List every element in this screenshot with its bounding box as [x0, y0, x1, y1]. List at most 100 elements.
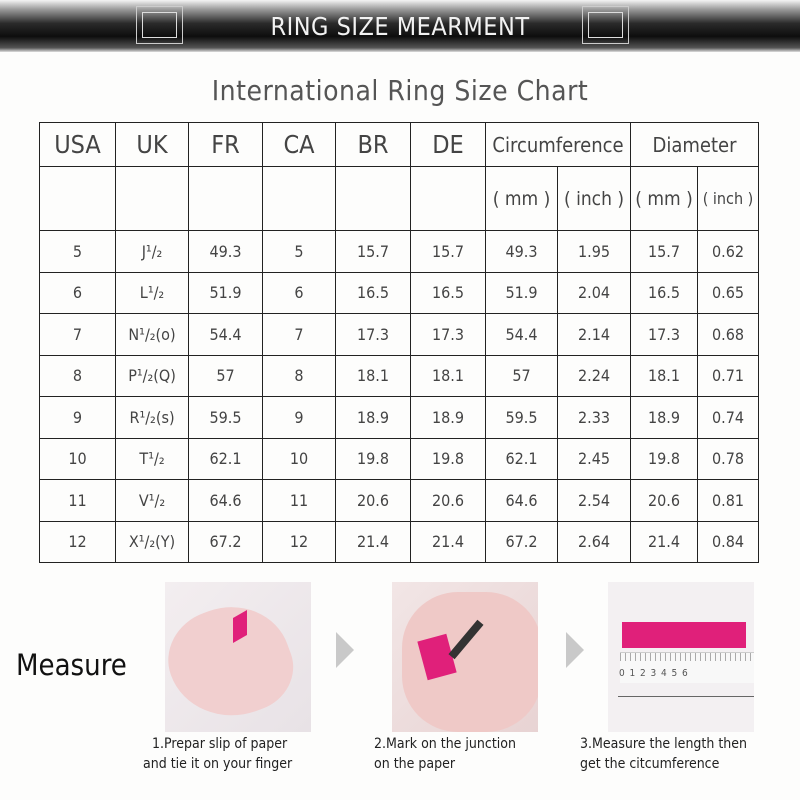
table-cell: 2.33	[557, 396, 631, 439]
table-cell: 21.4	[630, 520, 698, 563]
table-row: 5 J¹/₂ 49.3 5 15.7 15.7 49.3 1.95 15.7 0.62	[39, 230, 760, 273]
table-cell: 54.4	[485, 313, 558, 356]
table-cell: 18.1	[630, 354, 698, 397]
table-cell: 20.6	[335, 479, 411, 522]
table-cell: L¹/₂	[115, 271, 189, 314]
step-1-caption: 1.Prepar slip of paper and tie it on you…	[143, 736, 293, 772]
step-3-photo	[608, 582, 754, 732]
table-cell: 2.24	[557, 354, 631, 397]
header-usa: USA	[39, 122, 116, 167]
unit-circ-mm: ( mm )	[485, 166, 558, 231]
table-cell: 0.68	[696, 313, 760, 356]
table-cell: 7	[262, 313, 336, 356]
table-cell: 18.9	[630, 396, 698, 439]
ruler-tick-label: 5	[671, 668, 678, 679]
table-cell: 10	[262, 437, 336, 480]
table-cell: 6	[262, 271, 336, 314]
table-cell: 17.3	[630, 313, 698, 356]
header-circumference: Circumference	[485, 122, 631, 167]
header-diameter: Diameter	[629, 122, 760, 167]
paper-strip	[622, 622, 746, 648]
table-row: 11 V¹/₂ 64.6 11 20.6 20.6 64.6 2.54 20.6 0.81	[39, 479, 760, 522]
table-row: 10 T¹/₂ 62.1 10 19.8 19.8 62.1 2.45 19.8 0.78	[39, 437, 760, 480]
table-cell: 17.3	[335, 313, 411, 356]
header-row: USA UK FR CA BR DE Circumference Diamete…	[39, 122, 760, 167]
unit-dia-mm: ( mm )	[630, 166, 698, 231]
step-3-caption: 3.Measure the length then get the citcum…	[580, 736, 747, 772]
units-row: ( mm ) ( inch ) ( mm ) ( inch )	[39, 166, 760, 231]
table-cell: 11	[262, 479, 336, 522]
table-cell: R¹/₂(s)	[115, 396, 189, 439]
table-cell: 21.4	[335, 520, 411, 563]
table-cell: 18.9	[335, 396, 411, 439]
ruler-tick-label: 0	[619, 668, 625, 679]
step-2-caption: 2.Mark on the junction on the paper	[374, 736, 516, 772]
header-de: DE	[410, 122, 486, 167]
ruler-tick-label: 2	[640, 668, 646, 679]
table-cell: V¹/₂	[115, 479, 189, 522]
table-cell: 12	[262, 520, 336, 563]
table-cell: 5	[39, 230, 116, 273]
table-cell: 2.14	[557, 313, 631, 356]
measure-label: Measure	[16, 648, 127, 682]
chart-title: International Ring Size Chart	[211, 74, 589, 107]
table-cell: 6	[39, 271, 116, 314]
arrow-right-icon	[336, 632, 354, 668]
table-cell: 49.3	[188, 230, 263, 273]
table-cell: X¹/₂(Y)	[115, 520, 189, 563]
table-cell: 0.62	[696, 230, 760, 273]
table-cell: 18.1	[335, 354, 411, 397]
header-ca: CA	[262, 122, 336, 167]
table-cell: 62.1	[485, 437, 558, 480]
table-cell: 5	[262, 230, 336, 273]
table-cell: 9	[262, 396, 336, 439]
table-cell: 9	[39, 396, 116, 439]
table-cell: J¹/₂	[115, 230, 189, 273]
table-cell: N¹/₂(o)	[115, 313, 189, 356]
step-2-photo	[392, 582, 538, 732]
table-cell: 15.7	[335, 230, 411, 273]
header-br: BR	[335, 122, 411, 167]
table-row: 9 R¹/₂(s) 59.5 9 18.9 18.9 59.5 2.33 18.9 0.74	[39, 396, 760, 439]
table-cell: 0.71	[696, 354, 760, 397]
table-cell: 59.5	[188, 396, 263, 439]
table-cell: 2.64	[557, 520, 631, 563]
table-cell: 15.7	[410, 230, 486, 273]
table-cell: 11	[39, 479, 116, 522]
table-cell: T¹/₂	[115, 437, 189, 480]
table-cell: 67.2	[485, 520, 558, 563]
table-cell: 12	[39, 520, 116, 563]
table-cell: 0.65	[696, 271, 760, 314]
unit-circ-inch: ( inch )	[557, 166, 631, 231]
table-cell: 16.5	[335, 271, 411, 314]
table-cell: 18.9	[410, 396, 486, 439]
table-cell: 19.8	[410, 437, 486, 480]
table-cell: 7	[39, 313, 116, 356]
table-cell: 10	[39, 437, 116, 480]
table-cell: 57	[485, 354, 558, 397]
table-cell: 54.4	[188, 313, 263, 356]
table-row: 6 L¹/₂ 51.9 6 16.5 16.5 51.9 2.04 16.5 0.65	[39, 271, 760, 314]
arrow-right-icon	[566, 632, 584, 668]
table-cell: 2.54	[557, 479, 631, 522]
table-row: 8 P¹/₂(Q) 57 8 18.1 18.1 57 2.24 18.1 0.71	[39, 354, 760, 397]
table-row: 12 X¹/₂(Y) 67.2 12 21.4 21.4 67.2 2.64 21.4 0.84	[39, 520, 760, 563]
table-cell: 0.81	[696, 479, 760, 522]
table-cell: 0.74	[696, 396, 760, 439]
ring-size-table: USA UK FR CA BR DE Circumference Diamete…	[39, 122, 760, 563]
step-1-photo	[165, 582, 311, 732]
table-cell: 1.95	[557, 230, 631, 273]
table-cell: 19.8	[335, 437, 411, 480]
header-uk: UK	[115, 122, 189, 167]
table-cell: 64.6	[188, 479, 263, 522]
banner: RING SIZE MEARMENT	[0, 0, 800, 52]
banner-title: RING SIZE MEARMENT	[270, 12, 530, 41]
table-cell: 8	[262, 354, 336, 397]
table-cell: 0.78	[696, 437, 760, 480]
table-cell: 51.9	[485, 271, 558, 314]
ruler-tick-label: 3	[650, 668, 657, 679]
ruler-tick-label: 4	[661, 668, 667, 679]
ruler	[620, 652, 754, 683]
table-cell: 0.84	[696, 520, 760, 563]
table-cell: 8	[39, 354, 116, 397]
